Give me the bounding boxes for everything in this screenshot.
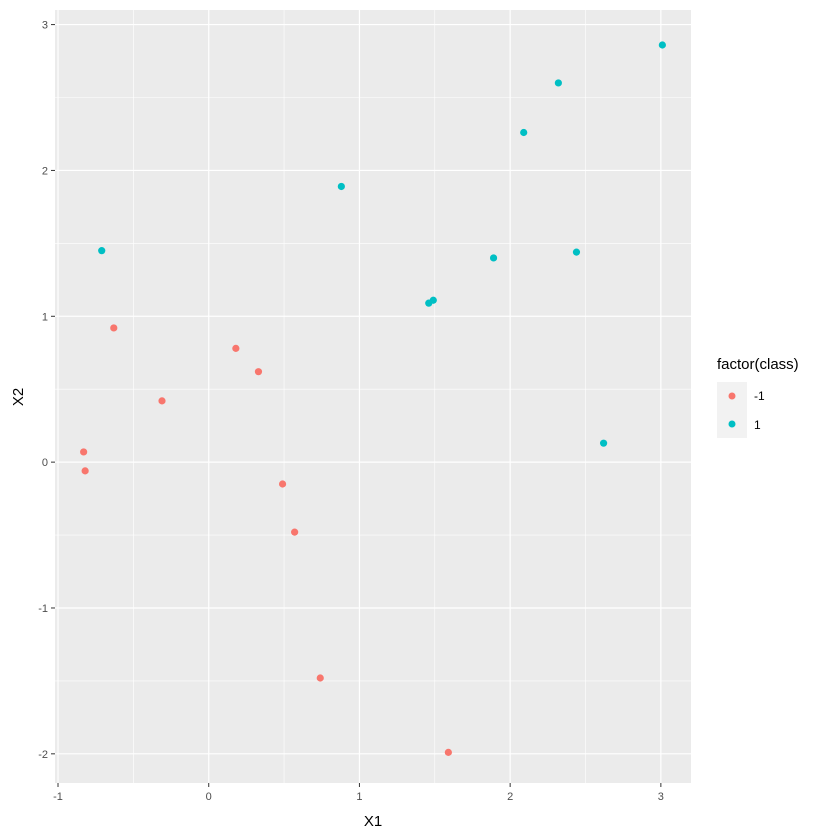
x-tick-label: 0	[206, 791, 212, 803]
data-point	[599, 439, 608, 447]
data-point	[658, 41, 666, 49]
y-tick-label: -2	[38, 749, 48, 761]
data-point	[489, 254, 498, 262]
legend-key-pos1	[728, 420, 736, 428]
data-point	[337, 182, 345, 191]
legend-label-neg1: -1	[754, 389, 765, 403]
data-point	[158, 397, 166, 405]
data-point	[429, 296, 437, 304]
panel-background	[55, 10, 691, 783]
data-point	[98, 247, 106, 255]
data-points	[80, 41, 666, 756]
y-tick-label: 0	[42, 457, 48, 469]
x-axis: -1 0 1 2 3	[53, 783, 664, 803]
data-point	[278, 480, 287, 488]
data-point	[444, 748, 452, 756]
data-point	[81, 467, 89, 475]
data-point	[520, 128, 528, 137]
legend-title: factor(class)	[717, 356, 799, 373]
x-tick-label: 2	[507, 791, 513, 803]
data-point	[80, 448, 88, 456]
data-point	[572, 248, 581, 256]
x-tick-label: 1	[356, 791, 362, 803]
y-tick-label: -1	[38, 603, 48, 615]
y-tick-label: 3	[42, 20, 48, 32]
y-axis-title: X2	[10, 388, 27, 406]
y-axis: -2 -1 0 1 2 3	[38, 20, 55, 761]
data-point	[232, 344, 240, 352]
data-point	[110, 324, 118, 332]
data-point	[254, 368, 263, 376]
minor-gridlines	[55, 10, 691, 783]
major-gridlines	[55, 10, 691, 783]
legend: factor(class) -1 1	[717, 356, 799, 438]
data-point	[554, 79, 562, 87]
y-tick-label: 1	[42, 311, 48, 323]
legend-key-neg1	[728, 392, 736, 400]
y-tick-label: 2	[42, 165, 48, 177]
x-axis-title: X1	[364, 813, 382, 830]
legend-label-pos1: 1	[754, 418, 761, 432]
x-tick-label: -1	[53, 791, 63, 803]
x-tick-label: 3	[658, 791, 664, 803]
data-point	[316, 674, 324, 682]
data-point	[291, 528, 299, 536]
